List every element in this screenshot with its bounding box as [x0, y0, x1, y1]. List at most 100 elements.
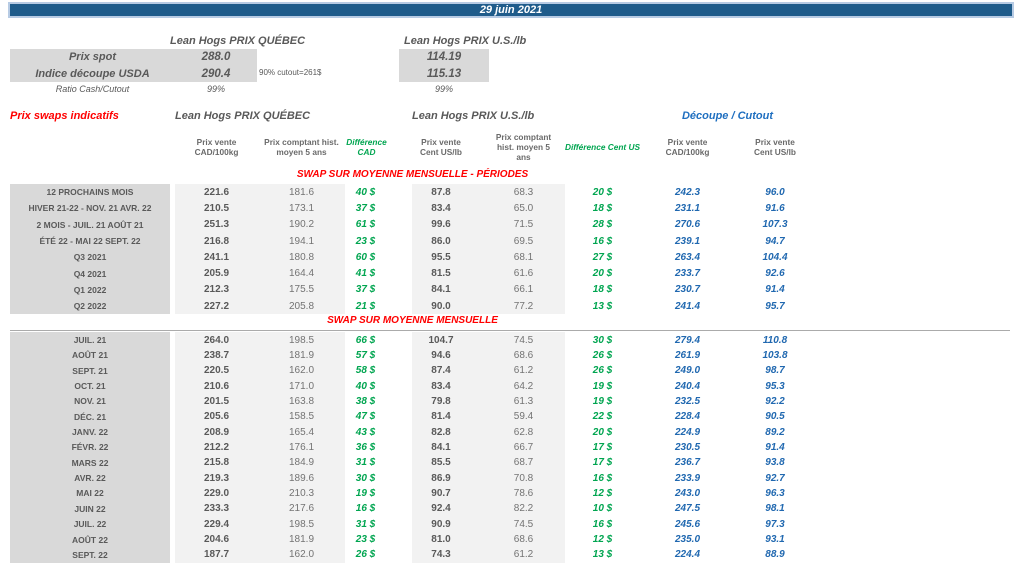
- qc-hist-price: 162.0: [258, 363, 345, 379]
- qc-sell-price: 208.9: [175, 424, 258, 440]
- table-row: HIVER 21-22 - NOV. 21 AVR. 22 210.5 173.…: [10, 200, 820, 217]
- cutout-cad-price: 224.4: [674, 549, 701, 561]
- section-divider-line: [10, 330, 1010, 331]
- us-diff-value: 13 $: [592, 300, 613, 312]
- table-row: JUIN 22 233.3 217.6 16 $ 92.4 82.2 10 $ …: [10, 501, 820, 517]
- column-header-qc-diff: Différence CAD: [346, 137, 387, 157]
- us-hist-price: 61.3: [490, 393, 565, 410]
- us-sell-price: 86.0: [412, 232, 490, 250]
- monthly-rows: JUIL. 21 264.0 198.5 66 $ 104.7 74.5 30 …: [10, 332, 820, 563]
- qc-sell-price: 212.2: [175, 439, 258, 456]
- qc-sell-price: 205.6: [175, 409, 258, 425]
- qc-hist-price: 175.5: [258, 281, 345, 299]
- column-header-cutout-cad: Prix vente CAD/100kg: [665, 137, 710, 157]
- table-row: Q2 2022 227.2 205.8 21 $ 90.0 77.2 13 $ …: [10, 298, 820, 315]
- us-hist-price: 68.3: [490, 184, 565, 201]
- qc-hist-price: 217.6: [258, 501, 345, 517]
- table-row: JANV. 22 208.9 165.4 43 $ 82.8 62.8 20 $…: [10, 424, 820, 440]
- cutout-cad-price: 232.5: [674, 395, 701, 407]
- qc-sell-price: 204.6: [175, 531, 258, 548]
- us-hist-price: 74.5: [490, 332, 565, 348]
- qc-diff-value: 30 $: [355, 472, 376, 484]
- group-cutout-title: Découpe / Cutout: [681, 110, 774, 122]
- row-label: JANV. 22: [10, 424, 170, 440]
- qc-diff-value: 37 $: [355, 284, 376, 296]
- cutout-cad-price: 233.9: [674, 472, 701, 484]
- us-sell-price: 84.1: [412, 281, 490, 299]
- column-header-us-hist: Prix comptant hist. moyen 5 ans: [495, 132, 552, 162]
- row-label: ÉTÉ 22 - MAI 22 SEPT. 22: [10, 232, 170, 250]
- cutout-us-price: 95.3: [765, 380, 785, 392]
- us-diff-value: 17 $: [592, 457, 613, 469]
- row-label: JUIL. 22: [10, 516, 170, 532]
- cutout-cad-price: 233.7: [674, 268, 701, 280]
- qc-sell-price: 264.0: [175, 332, 258, 348]
- qc-diff-value: 61 $: [355, 219, 376, 231]
- us-hist-price: 66.7: [490, 439, 565, 456]
- qc-hist-price: 158.5: [258, 409, 345, 425]
- us-diff-value: 13 $: [592, 549, 613, 561]
- cutout-cad-price: 241.4: [674, 300, 701, 312]
- qc-diff-value: 23 $: [355, 235, 376, 247]
- table-row: AOÛT 22 204.6 181.9 23 $ 81.0 68.6 12 $ …: [10, 531, 820, 548]
- cutout-cad-price: 242.3: [674, 186, 701, 198]
- qc-diff-value: 19 $: [355, 487, 376, 499]
- qc-hist-price: 198.5: [258, 516, 345, 532]
- qc-diff-value: 36 $: [355, 441, 376, 453]
- table-row: SEPT. 21 220.5 162.0 58 $ 87.4 61.2 26 $…: [10, 363, 820, 379]
- spot-row-prix-spot: Prix spot 288.0: [10, 49, 257, 66]
- qc-hist-price: 181.6: [258, 184, 345, 201]
- ratio-label: Ratio Cash/Cutout: [55, 84, 130, 94]
- qc-hist-price: 205.8: [258, 298, 345, 315]
- qc-sell-price: 210.5: [175, 200, 258, 217]
- us-sell-price: 83.4: [412, 378, 490, 394]
- qc-hist-price: 194.1: [258, 232, 345, 250]
- us-diff-value: 26 $: [592, 349, 613, 361]
- table-row: Q3 2021 241.1 180.8 60 $ 95.5 68.1 27 $ …: [10, 249, 820, 266]
- us-hist-price: 61.2: [490, 547, 565, 563]
- spot-quebec-title: Lean Hogs PRIX QUÉBEC: [170, 35, 306, 47]
- table-row: JUIL. 21 264.0 198.5 66 $ 104.7 74.5 30 …: [10, 332, 820, 348]
- cutout-us-price: 91.4: [765, 441, 785, 453]
- row-label: FÉVR. 22: [10, 439, 170, 456]
- spot-us-value: 114.19: [426, 51, 462, 64]
- us-sell-price: 95.5: [412, 249, 490, 266]
- cutout-cad-price: 230.5: [674, 441, 701, 453]
- qc-hist-price: 171.0: [258, 378, 345, 394]
- row-label: OCT. 21: [10, 378, 170, 394]
- us-sell-price: 90.9: [412, 516, 490, 532]
- row-label: JUIN 22: [10, 501, 170, 517]
- us-sell-price: 87.4: [412, 363, 490, 379]
- us-hist-price: 68.6: [490, 531, 565, 548]
- us-sell-price: 90.0: [412, 298, 490, 315]
- cutout-note: 90% cutout=261$: [259, 68, 322, 77]
- row-label: SEPT. 21: [10, 363, 170, 379]
- qc-sell-price: 229.0: [175, 485, 258, 502]
- qc-sell-price: 219.3: [175, 470, 258, 486]
- row-label: DÉC. 21: [10, 409, 170, 425]
- us-sell-price: 87.8: [412, 184, 490, 201]
- section-title-periods: SWAP SUR MOYENNE MENSUELLE - PÉRIODES: [296, 169, 529, 180]
- column-header-cutout-us: Prix vente Cent US/lb: [754, 137, 796, 157]
- cutout-us-price: 88.9: [765, 549, 785, 561]
- row-label: JUIL. 21: [10, 332, 170, 348]
- us-hist-price: 65.0: [490, 200, 565, 217]
- row-label: 12 PROCHAINS MOIS: [10, 184, 170, 201]
- qc-sell-price: 210.6: [175, 378, 258, 394]
- us-hist-price: 61.2: [490, 363, 565, 379]
- spot-row-prix-spot-us: 114.19: [399, 49, 489, 66]
- qc-diff-value: 47 $: [355, 411, 376, 423]
- qc-hist-price: 165.4: [258, 424, 345, 440]
- us-diff-value: 28 $: [592, 219, 613, 231]
- cutout-cad-price: 236.7: [674, 457, 701, 469]
- cutout-cad-price: 279.4: [674, 334, 701, 346]
- us-hist-price: 59.4: [490, 409, 565, 425]
- cutout-us-price: 92.2: [765, 395, 785, 407]
- us-diff-value: 27 $: [592, 251, 613, 263]
- cutout-us-price: 95.7: [765, 300, 785, 312]
- table-row: SEPT. 22 187.7 162.0 26 $ 74.3 61.2 13 $…: [10, 547, 820, 563]
- cutout-us-price: 92.6: [765, 268, 785, 280]
- table-row: MARS 22 215.8 184.9 31 $ 85.5 68.7 17 $ …: [10, 455, 820, 471]
- qc-diff-value: 41 $: [355, 268, 376, 280]
- qc-hist-price: 184.9: [258, 455, 345, 471]
